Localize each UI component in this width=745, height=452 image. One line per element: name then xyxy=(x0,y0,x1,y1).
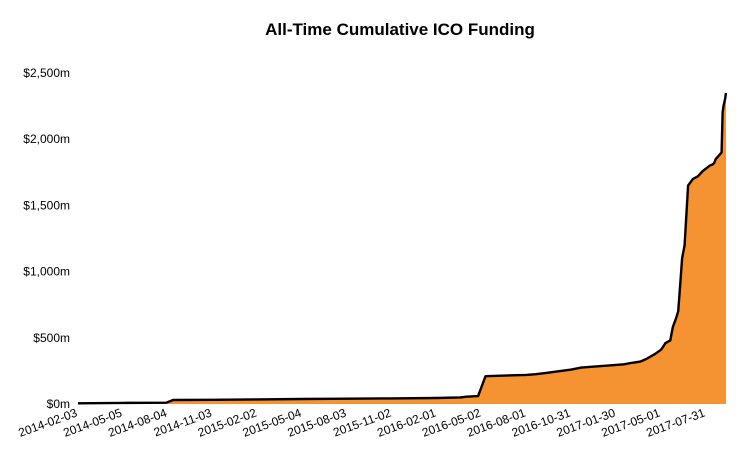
y-tick-label: $500m xyxy=(33,331,70,345)
y-tick-label: $1,500m xyxy=(23,198,70,212)
y-axis: $0m $500m $1,000m $1,500m $2,000m $2,500m xyxy=(23,66,70,411)
y-tick-label: $1,000m xyxy=(23,265,70,279)
x-axis: 2014-02-032014-05-052014-08-042014-11-03… xyxy=(17,406,708,440)
plot-area xyxy=(77,92,728,405)
cumulative-line xyxy=(77,92,728,405)
y-tick-label: $0m xyxy=(47,397,70,411)
y-tick-label: $2,500m xyxy=(23,66,70,80)
y-tick-label: $2,000m xyxy=(23,132,70,146)
chart-title: All-Time Cumulative ICO Funding xyxy=(265,20,535,39)
area-fill xyxy=(78,92,726,405)
